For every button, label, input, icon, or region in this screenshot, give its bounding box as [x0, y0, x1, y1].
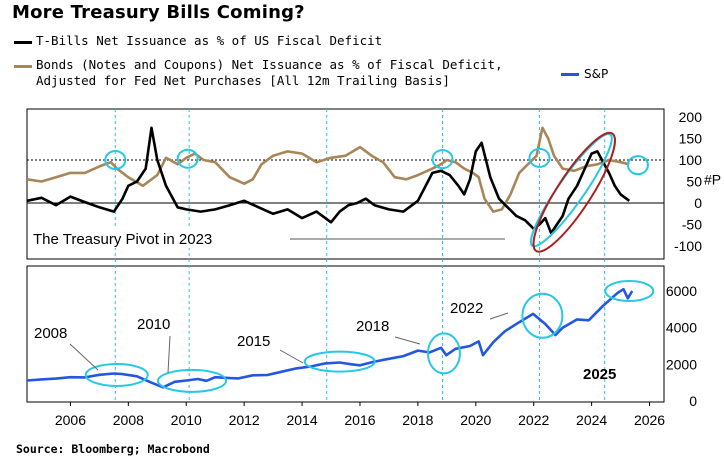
bottom-highlight-ellipse-4	[521, 292, 564, 339]
top-highlight-circle-1	[176, 148, 199, 169]
tbills-legend-label: T-Bills Net Issuance as % of US Fiscal D…	[36, 33, 383, 48]
x-tick-label: 2022	[518, 412, 549, 428]
bottom-highlight-ellipse-5	[604, 280, 655, 302]
bottom-y-tick-label: 0	[689, 393, 697, 409]
bottom-y-tick-label: 6000	[666, 283, 697, 299]
x-tick-label: 2018	[402, 412, 433, 428]
top-y-tick-label: 100	[679, 152, 703, 168]
bottom-y-tick-label: 2000	[666, 356, 697, 372]
bottom-annotation-2025: 2025	[583, 366, 616, 383]
top-y-tick-label: 150	[679, 131, 703, 147]
top-highlight-circle-3	[528, 147, 551, 168]
pivot-annotation-text: The Treasury Pivot in 2023	[33, 231, 212, 248]
tbills-series-line	[26, 126, 631, 235]
bonds-legend-label-line1: Bonds (Notes and Coupons) Net Issuance a…	[36, 57, 503, 72]
top-y-tick-label: -100	[674, 238, 702, 254]
pivot-annotation-bg	[30, 229, 287, 248]
x-tick-label: 2014	[286, 412, 317, 428]
tbills-legend-swatch	[14, 41, 32, 44]
top-y-tick-label: 50	[686, 174, 702, 190]
bottom-panel-frame	[26, 265, 665, 403]
x-tick-label: 2006	[55, 412, 86, 428]
x-tick-label: 2024	[576, 412, 607, 428]
bottom-annotation-2008: 2008	[34, 325, 67, 342]
bottom-y-tick-label: 4000	[666, 320, 697, 336]
bottom-annotation-leader-2	[279, 349, 304, 364]
top-highlight-circle-0	[104, 150, 127, 170]
sp-legend-label: S&P	[584, 67, 609, 81]
pivot-red-ellipse	[532, 131, 616, 253]
source-note: Source: Bloomberg; Macrobond	[16, 442, 210, 456]
x-tick-label: 2026	[634, 412, 665, 428]
bottom-highlight-ellipse-0	[84, 362, 149, 387]
top-y-unit-label: #P	[704, 172, 721, 188]
bottom-highlight-ellipse-2	[303, 350, 376, 373]
x-tick-label: 2010	[171, 412, 202, 428]
bonds-legend-label-line2: Adjusted for Fed Net Purchases [All 12m …	[36, 73, 450, 88]
bottom-annotation-2015: 2015	[237, 333, 270, 350]
bottom-highlight-ellipse-1	[157, 368, 228, 393]
x-tick-label: 2020	[460, 412, 491, 428]
top-y-tick-label: -50	[682, 217, 702, 233]
bottom-annotation-2010: 2010	[137, 316, 170, 333]
top-highlight-circle-4	[626, 155, 649, 176]
x-tick-label: 2008	[113, 412, 144, 428]
x-tick-label: 2016	[344, 412, 375, 428]
bottom-highlight-ellipse-3	[426, 332, 461, 375]
bottom-annotation-leader-1	[167, 335, 171, 374]
bottom-annotation-leader-3	[394, 336, 421, 345]
bottom-annotation-leader-0	[69, 343, 99, 371]
bottom-annotation-2022: 2022	[450, 300, 483, 317]
bonds-series-line	[26, 126, 630, 213]
bonds-legend-swatch	[14, 65, 32, 68]
pivot-highlight-ellipse	[529, 132, 613, 248]
top-y-tick-label: 0	[694, 195, 702, 211]
chart-title: More Treasury Bills Coming?	[12, 2, 305, 23]
top-highlight-circle-2	[431, 149, 454, 170]
sp-legend-swatch	[561, 73, 579, 76]
bottom-annotation-2018: 2018	[356, 318, 389, 335]
top-y-tick-label: 200	[679, 109, 703, 125]
x-tick-label: 2012	[229, 412, 260, 428]
top-panel-frame	[26, 108, 665, 260]
bottom-annotation-leader-4	[489, 312, 509, 320]
